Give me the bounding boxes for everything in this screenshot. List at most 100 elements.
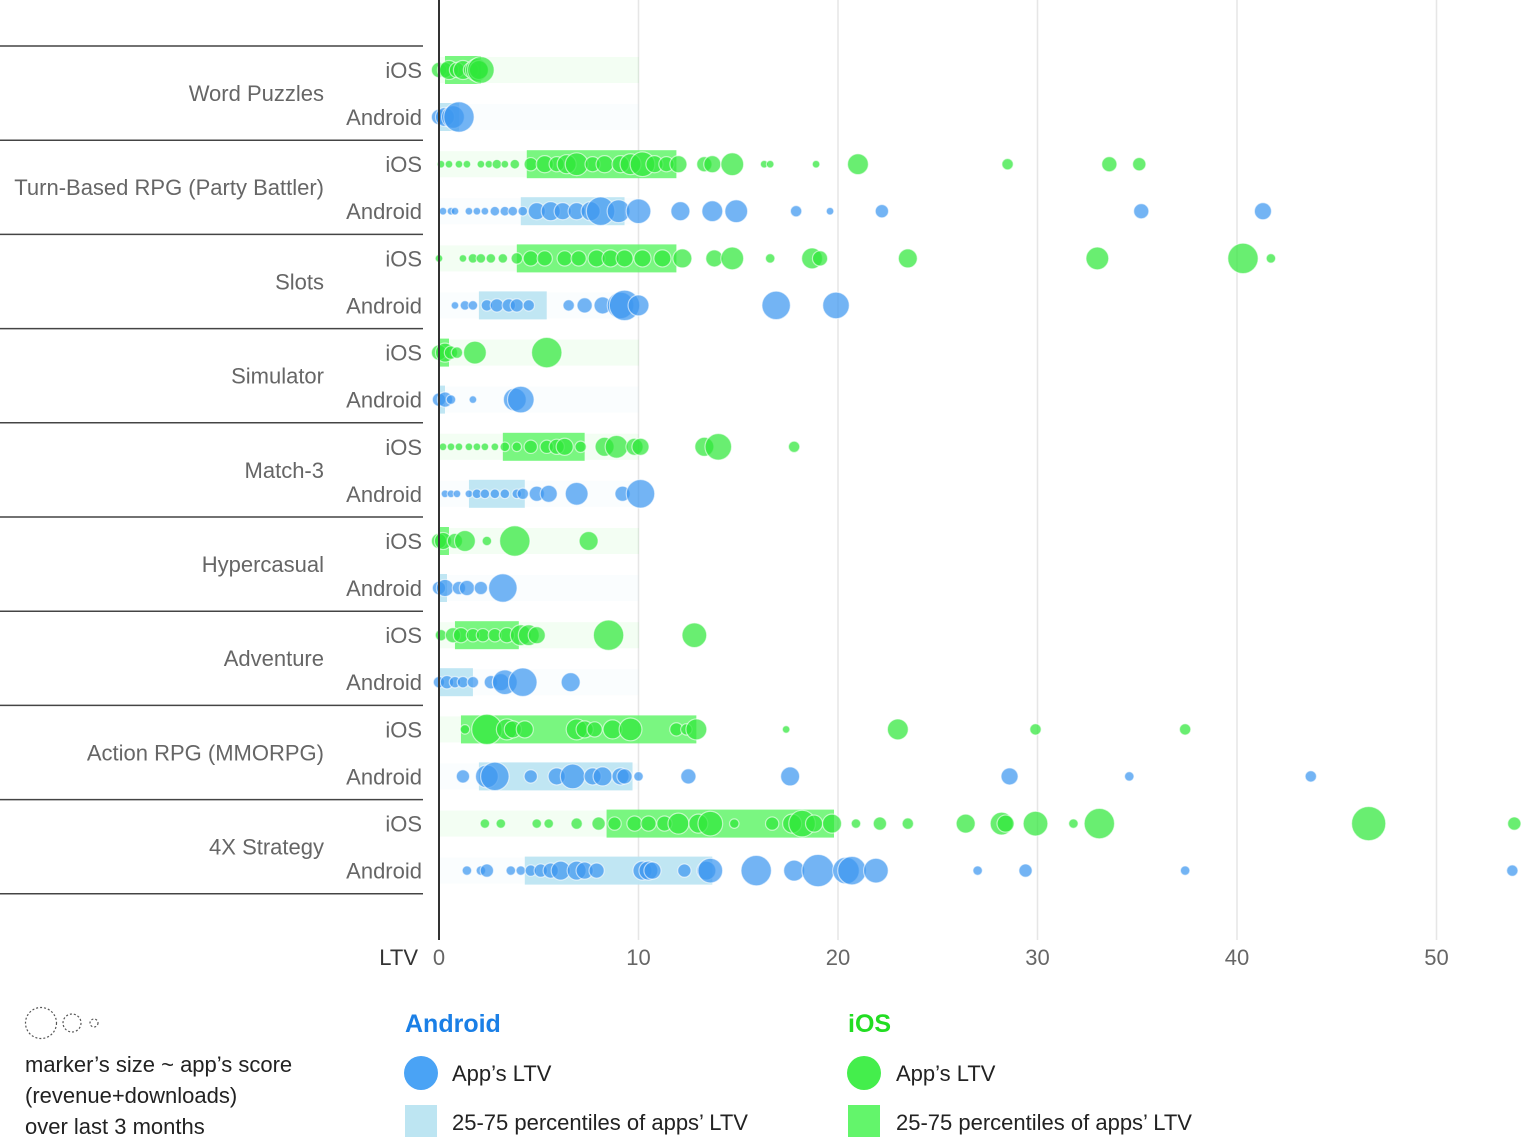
data-point-action-rpg-mmorpg-android: [633, 771, 644, 782]
data-point-turn-based-rpg-party-battler-android: [450, 206, 460, 216]
data-point-action-rpg-mmorpg-ios: [781, 725, 791, 734]
data-point-match-3-android: [452, 489, 462, 499]
data-point-match-3-ios: [555, 437, 574, 456]
data-point-turn-based-rpg-party-battler-ios: [491, 158, 503, 170]
data-point-turn-based-rpg-party-battler-android: [1253, 202, 1273, 221]
data-point-4x-strategy-android: [588, 862, 605, 879]
data-point-match-3-ios: [438, 442, 448, 452]
data-point-4x-strategy-android: [1179, 865, 1191, 876]
data-point-slots-ios: [570, 250, 587, 267]
data-point-turn-based-rpg-party-battler-android: [507, 205, 519, 217]
data-point-slots-android: [576, 297, 593, 314]
data-point-turn-based-rpg-party-battler-android: [438, 206, 448, 216]
platform-label-ios: iOS: [385, 812, 422, 837]
legend-android-point-label: App’s LTV: [452, 1061, 552, 1086]
data-point-slots-ios: [672, 248, 693, 269]
data-point-slots-ios: [510, 252, 524, 265]
data-point-turn-based-rpg-party-battler-ios: [811, 159, 821, 169]
data-point-4x-strategy-android: [505, 865, 517, 876]
x-tick-label-30: 30: [1025, 945, 1049, 970]
data-point-turn-based-rpg-party-battler-android: [701, 200, 724, 223]
data-point-slots-android: [822, 291, 850, 320]
data-point-4x-strategy-ios: [996, 814, 1015, 833]
data-point-match-3-android: [564, 481, 589, 506]
data-point-simulator-ios: [450, 346, 464, 359]
data-point-turn-based-rpg-party-battler-ios: [509, 158, 521, 170]
data-point-4x-strategy-android: [643, 861, 662, 880]
data-point-4x-strategy-android: [862, 857, 889, 884]
data-point-turn-based-rpg-party-battler-ios: [846, 153, 869, 176]
marker-size-legend-icon: [24, 1006, 99, 1040]
data-point-slots-ios: [615, 249, 634, 268]
data-point-4x-strategy-android: [479, 863, 495, 878]
data-point-slots-ios: [485, 253, 497, 264]
data-point-4x-strategy-android: [697, 857, 724, 884]
data-point-slots-ios: [556, 250, 573, 267]
data-point-turn-based-rpg-party-battler-android: [1133, 202, 1150, 220]
data-point-4x-strategy-android: [515, 865, 527, 876]
legend-ios-box-swatch: [848, 1105, 880, 1137]
data-point-turn-based-rpg-party-battler-ios: [1001, 157, 1014, 171]
data-point-simulator-android: [506, 385, 535, 414]
legend-ios-point-swatch: [847, 1056, 881, 1090]
data-point-adventure-ios: [475, 627, 491, 643]
data-point-4x-strategy-android: [972, 865, 984, 876]
data-point-slots-ios: [1227, 242, 1259, 275]
data-point-slots-android: [627, 294, 650, 317]
data-point-4x-strategy-ios: [850, 818, 862, 829]
platform-label-android: Android: [346, 670, 422, 695]
data-point-simulator-ios: [530, 336, 563, 369]
data-point-word-puzzles-ios: [466, 56, 495, 84]
data-point-match-3-ios: [631, 437, 650, 456]
data-point-4x-strategy-ios: [872, 816, 888, 831]
x-tick-label-40: 40: [1225, 945, 1249, 970]
legend-ios-box-label: 25-75 percentiles of apps’ LTV: [896, 1110, 1192, 1135]
data-point-4x-strategy-ios: [821, 813, 843, 834]
data-point-4x-strategy-ios: [591, 816, 606, 831]
size-legend-line-1: marker’s size ~ app’s score: [25, 1052, 293, 1077]
platform-label-ios: iOS: [385, 529, 422, 554]
legend-ios-point-label: App’s LTV: [896, 1061, 996, 1086]
data-point-hypercasual-android: [487, 573, 518, 603]
platform-label-ios: iOS: [385, 341, 422, 366]
data-point-action-rpg-mmorpg-ios: [685, 718, 708, 741]
platform-label-android: Android: [346, 105, 422, 130]
data-point-turn-based-rpg-party-battler-ios: [703, 155, 722, 174]
platform-label-ios: iOS: [385, 58, 422, 83]
data-point-turn-based-rpg-party-battler-ios: [444, 159, 454, 169]
data-point-4x-strategy-ios: [728, 818, 740, 829]
data-point-adventure-ios: [681, 622, 708, 649]
data-point-4x-strategy-android: [1506, 864, 1519, 877]
data-point-action-rpg-mmorpg-android: [480, 761, 510, 792]
data-point-hypercasual-ios: [453, 529, 476, 553]
legend-android-point-swatch: [404, 1056, 438, 1090]
data-point-slots-ios: [458, 253, 468, 263]
data-point-slots-ios: [522, 250, 539, 267]
data-point-slots-ios: [897, 248, 918, 269]
data-point-4x-strategy-ios: [1350, 805, 1387, 842]
data-point-match-3-ios: [446, 442, 456, 452]
data-point-action-rpg-mmorpg-android: [559, 763, 586, 790]
data-point-match-3-ios: [454, 442, 464, 452]
data-point-match-3-ios: [511, 441, 523, 453]
data-point-turn-based-rpg-party-battler-android: [724, 199, 749, 224]
data-point-action-rpg-mmorpg-android: [455, 769, 471, 784]
data-point-hypercasual-ios: [578, 530, 599, 552]
data-point-simulator-android: [468, 395, 478, 405]
data-point-turn-based-rpg-party-battler-android: [489, 205, 501, 217]
data-point-4x-strategy-ios: [495, 818, 507, 829]
data-point-turn-based-rpg-party-battler-android: [625, 198, 652, 225]
data-point-4x-strategy-ios: [697, 810, 724, 837]
data-point-4x-strategy-android: [740, 854, 773, 887]
x-tick-label-50: 50: [1424, 945, 1448, 970]
size-legend-line-2: (revenue+downloads): [25, 1083, 238, 1108]
data-point-adventure-android: [507, 667, 538, 698]
data-point-turn-based-rpg-party-battler-ios: [476, 159, 486, 169]
data-point-slots-android: [489, 298, 505, 313]
platform-label-ios: iOS: [385, 623, 422, 648]
x-tick-label-0: 0: [433, 945, 445, 970]
data-point-match-3-ios: [472, 442, 482, 452]
data-point-action-rpg-mmorpg-ios: [586, 721, 603, 738]
data-point-4x-strategy-ios: [626, 815, 643, 832]
data-point-turn-based-rpg-party-battler-android: [825, 206, 835, 216]
